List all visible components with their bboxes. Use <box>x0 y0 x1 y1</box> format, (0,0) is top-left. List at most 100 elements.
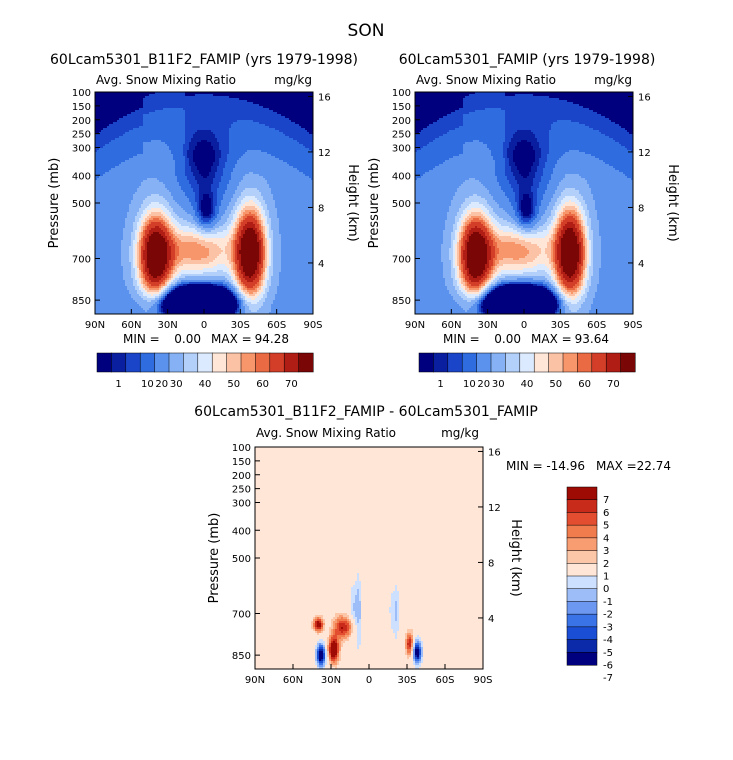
contour-band <box>505 174 514 177</box>
contour-band <box>247 304 264 307</box>
contour-band <box>491 252 496 255</box>
contour-band <box>181 186 192 189</box>
contour-band <box>95 126 108 129</box>
contour-band <box>399 607 483 610</box>
contour-band <box>469 214 484 217</box>
contour-band <box>321 643 324 646</box>
contour-band <box>459 276 462 279</box>
contour-band <box>213 182 220 185</box>
contour-band <box>581 260 584 263</box>
contour-band <box>489 220 492 223</box>
contour-band <box>181 188 194 191</box>
contour-band <box>267 272 270 275</box>
contour-band <box>547 288 550 291</box>
contour-band <box>463 210 468 213</box>
contour-band <box>585 220 588 223</box>
contour-band <box>555 298 558 301</box>
contour-band <box>491 228 494 231</box>
contour-band <box>357 593 360 596</box>
contour-band <box>361 581 483 584</box>
contour-band <box>265 276 268 279</box>
contour-band <box>263 284 266 287</box>
contour-band <box>123 270 132 273</box>
contour-band <box>577 216 580 219</box>
contour-band <box>239 306 242 309</box>
contour-band <box>239 218 244 221</box>
contour-band <box>481 286 484 289</box>
contour-band <box>557 236 560 239</box>
contour-band <box>455 218 460 221</box>
contour-band <box>577 220 580 223</box>
contour-band <box>283 132 310 135</box>
contour-band <box>267 242 270 245</box>
panel-model-control: 60Lcam5301_FAMIP (yrs 1979-1998) Avg. Sn… <box>367 52 680 390</box>
contour-band <box>625 128 633 131</box>
contour-band <box>499 248 528 251</box>
contour-band <box>579 268 582 271</box>
contour-band <box>415 202 452 205</box>
contour-band <box>129 130 186 133</box>
contour-band <box>565 286 568 289</box>
contour-band <box>137 224 142 227</box>
contour-band <box>255 553 483 556</box>
contour-band <box>211 168 218 171</box>
contour-band <box>323 639 328 642</box>
contour-band <box>185 138 192 141</box>
contour-band <box>261 208 264 211</box>
contour-band <box>485 206 492 209</box>
contour-band <box>145 242 148 245</box>
contour-band <box>303 172 313 175</box>
contour-band <box>495 248 500 251</box>
contour-band <box>561 180 588 183</box>
contour-band <box>487 278 490 281</box>
contour-band <box>175 224 182 227</box>
contour-band <box>549 152 566 155</box>
contour-band <box>391 599 400 602</box>
contour-band <box>485 242 490 245</box>
contour-band <box>577 268 580 271</box>
contour-band <box>255 603 352 606</box>
contour-band <box>187 196 196 199</box>
contour-band <box>499 272 524 275</box>
contour-band <box>273 236 282 239</box>
contour-band <box>99 148 144 151</box>
contour-band <box>469 286 480 289</box>
contour-band <box>133 198 146 201</box>
contour-band <box>455 244 458 247</box>
contour-band <box>123 228 134 231</box>
contour-band <box>579 278 582 281</box>
contour-band <box>469 288 480 291</box>
contour-band <box>259 218 262 221</box>
contour-band <box>215 224 224 227</box>
contour-band <box>493 210 506 213</box>
contour-band <box>551 288 556 291</box>
contour-band <box>135 272 138 275</box>
contour-band <box>169 280 172 283</box>
contour-band <box>211 230 224 233</box>
contour-band <box>467 262 488 265</box>
contour-band <box>487 292 490 295</box>
contour-band <box>487 202 498 205</box>
contour-band <box>237 308 240 311</box>
contour-band <box>147 258 168 261</box>
contour-band <box>565 232 576 235</box>
contour-band <box>517 278 534 281</box>
contour-band <box>593 242 602 245</box>
contour-band <box>349 623 352 626</box>
contour-band <box>255 551 483 554</box>
contour-band <box>141 222 144 225</box>
contour-band <box>121 256 130 259</box>
contour-band <box>237 244 242 247</box>
contour-band <box>581 210 586 213</box>
contour-band <box>147 286 150 289</box>
contour-band <box>165 222 168 225</box>
contour-band <box>415 238 444 241</box>
contour-band <box>123 230 134 233</box>
contour-band <box>499 184 512 187</box>
contour-band <box>509 214 516 217</box>
contour-band <box>351 597 356 600</box>
contour-band <box>479 202 488 205</box>
contour-band <box>465 226 468 229</box>
contour-band <box>141 228 144 231</box>
contour-band <box>463 98 560 101</box>
